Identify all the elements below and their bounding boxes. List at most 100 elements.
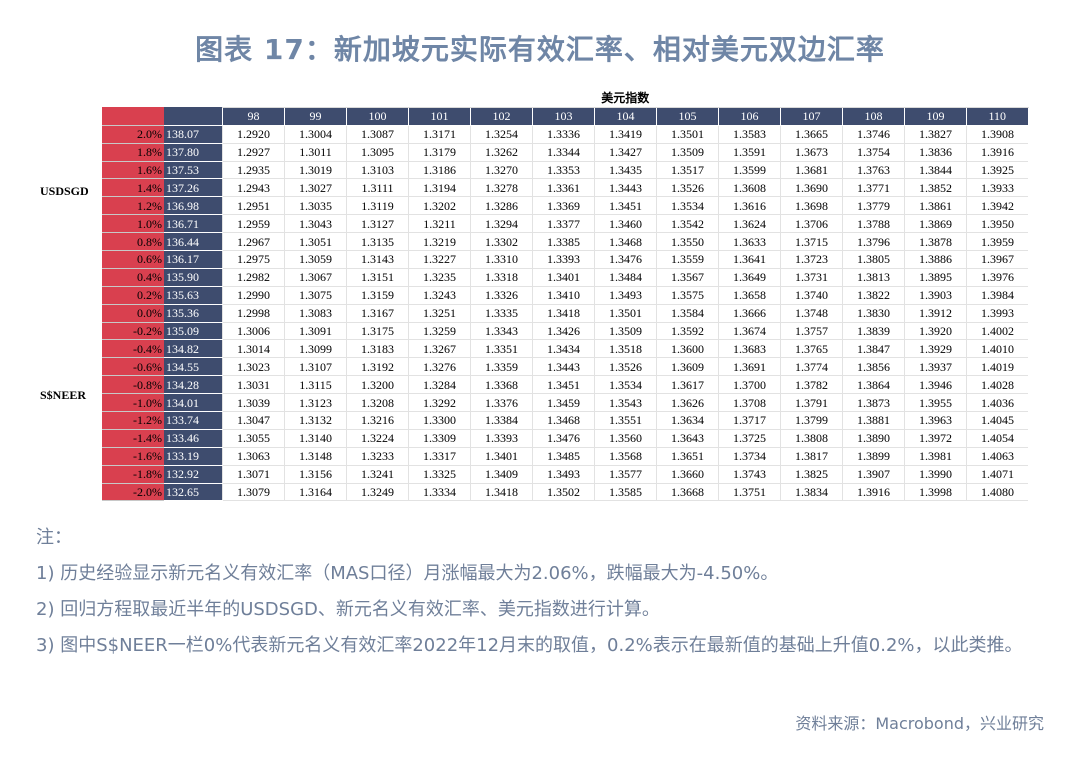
usdsgd-value-cell: 1.3493: [532, 465, 595, 484]
usdsgd-value-cell: 1.3567: [656, 268, 719, 287]
usdsgd-value-cell: 1.3194: [408, 178, 471, 198]
neer-change-cell: 1.2%: [102, 196, 164, 216]
usdsgd-value-cell: 1.3681: [780, 161, 843, 180]
usdsgd-value-cell: 1.3501: [656, 125, 719, 144]
usdsgd-value-cell: 1.3251: [408, 304, 471, 323]
neer-change-cell: 0.8%: [102, 232, 164, 252]
neer-change-cell: -0.6%: [102, 357, 164, 377]
dxy-column-header: 107: [780, 106, 843, 126]
table-row: 1.6% 137.53 1.2935 1.3019 1.3103 1.3186 1.3270…: [102, 161, 1028, 180]
table-row: 2.0% 138.07 1.2920 1.3004 1.3087 1.3171 1.3254…: [102, 125, 1028, 144]
usdsgd-value-cell: 1.3912: [904, 304, 967, 323]
neer-level-cell: 133.74: [164, 411, 223, 430]
usdsgd-value-cell: 1.3219: [408, 232, 471, 252]
usdsgd-value-cell: 1.3668: [656, 483, 719, 502]
usdsgd-value-cell: 1.3107: [284, 357, 347, 377]
table-row: 1.8% 137.80 1.2927 1.3011 1.3095 1.3179 1.3262…: [102, 143, 1028, 162]
usdsgd-value-cell: 1.3916: [966, 143, 1028, 162]
dxy-column-header: 108: [842, 106, 905, 126]
usdsgd-value-cell: 1.3788: [842, 214, 905, 234]
usdsgd-value-cell: 1.3774: [780, 357, 843, 377]
usdsgd-value-cell: 1.3869: [904, 214, 967, 234]
usdsgd-value-cell: 1.3224: [346, 429, 409, 448]
usdsgd-value-cell: 1.3095: [346, 143, 409, 162]
usdsgd-value-cell: 1.3451: [594, 196, 657, 216]
usdsgd-value-cell: 1.3591: [718, 143, 781, 162]
neer-change-cell: -1.4%: [102, 429, 164, 448]
usdsgd-value-cell: 1.3517: [656, 161, 719, 180]
table-row: -1.4% 133.46 1.3055 1.3140 1.3224 1.3309 1.339…: [102, 429, 1028, 448]
usdsgd-value-cell: 1.3717: [718, 411, 781, 430]
usdsgd-value-cell: 1.3087: [346, 125, 409, 144]
usdsgd-value-cell: 1.3286: [470, 196, 533, 216]
usdsgd-value-cell: 1.3278: [470, 178, 533, 198]
sensitivity-table: 美元指数 98 99 100 101 102 103 104 105 106 107 108 109 11…: [102, 90, 1029, 502]
neer-level-cell: 135.90: [164, 268, 223, 287]
usdsgd-value-cell: 1.3426: [532, 322, 595, 341]
usdsgd-value-cell: 1.3099: [284, 339, 347, 359]
table-row: 0.0% 135.36 1.2998 1.3083 1.3167 1.3251 1.3335…: [102, 304, 1028, 323]
usdsgd-value-cell: 1.2935: [222, 161, 285, 180]
usdsgd-value-cell: 1.3151: [346, 268, 409, 287]
usdsgd-value-cell: 1.3401: [470, 447, 533, 466]
source-text: 资料来源：Macrobond，兴业研究: [795, 714, 1044, 733]
neer-level-cell: 133.46: [164, 429, 223, 448]
usdsgd-value-cell: 1.3847: [842, 339, 905, 359]
usdsgd-value-cell: 1.3376: [470, 393, 533, 413]
usdsgd-value-cell: 1.3310: [470, 250, 533, 269]
neer-change-cell: 0.6%: [102, 250, 164, 269]
table-row: -1.2% 133.74 1.3047 1.3132 1.3216 1.3300 1.338…: [102, 411, 1028, 430]
usdsgd-value-cell: 1.3344: [532, 143, 595, 162]
usdsgd-value-cell: 1.3091: [284, 322, 347, 341]
usdsgd-value-cell: 1.3318: [470, 268, 533, 287]
table-row: -2.0% 132.65 1.3079 1.3164 1.3249 1.3334 1.341…: [102, 483, 1028, 502]
usdsgd-value-cell: 1.3660: [656, 465, 719, 484]
row-axis-label: S$NEER: [40, 388, 87, 402]
usdsgd-value-cell: 1.3534: [656, 196, 719, 216]
usdsgd-value-cell: 1.3249: [346, 483, 409, 502]
neer-level-cell: 137.26: [164, 178, 223, 198]
neer-change-cell: -2.0%: [102, 483, 164, 502]
usdsgd-value-cell: 1.3227: [408, 250, 471, 269]
usdsgd-value-cell: 1.3796: [842, 232, 905, 252]
table-row: 0.6% 136.17 1.2975 1.3059 1.3143 1.3227 1.3310…: [102, 250, 1028, 269]
usdsgd-value-cell: 1.3235: [408, 268, 471, 287]
usdsgd-value-cell: 1.3967: [966, 250, 1028, 269]
table-row: 1.2% 136.98 1.2951 1.3035 1.3119 1.3202 1.3286…: [102, 196, 1028, 216]
dxy-column-header: 110: [966, 106, 1029, 126]
usdsgd-value-cell: 1.3950: [966, 214, 1028, 234]
usdsgd-value-cell: 1.3294: [470, 214, 533, 234]
usdsgd-value-cell: 1.3817: [780, 447, 843, 466]
usdsgd-value-cell: 1.3200: [346, 375, 409, 395]
neer-level-cell: 132.92: [164, 465, 223, 484]
usdsgd-value-cell: 1.3075: [284, 286, 347, 305]
usdsgd-value-cell: 1.3706: [780, 214, 843, 234]
usdsgd-value-cell: 1.3895: [904, 268, 967, 287]
usdsgd-value-cell: 1.3179: [408, 143, 471, 162]
table-row: -0.2% 135.09 1.3006 1.3091 1.3175 1.3259 1.334…: [102, 322, 1028, 341]
usdsgd-value-cell: 1.3233: [346, 447, 409, 466]
usdsgd-value-cell: 1.3276: [408, 357, 471, 377]
usdsgd-value-cell: 1.3799: [780, 411, 843, 430]
usdsgd-value-cell: 1.2967: [222, 232, 285, 252]
usdsgd-value-cell: 1.4045: [966, 411, 1028, 430]
usdsgd-value-cell: 1.3300: [408, 411, 471, 430]
dxy-column-header: 109: [904, 106, 967, 126]
usdsgd-value-cell: 1.3731: [780, 268, 843, 287]
usdsgd-value-cell: 1.3262: [470, 143, 533, 162]
usdsgd-value-cell: 1.3335: [470, 304, 533, 323]
dxy-header-row: 98 99 100 101 102 103 104 105 106 107 108 109 110: [102, 106, 1029, 126]
dxy-column-header: 104: [594, 106, 657, 126]
usdsgd-value-cell: 1.3634: [656, 411, 719, 430]
usdsgd-value-cell: 1.3435: [594, 161, 657, 180]
usdsgd-value-cell: 1.3502: [532, 483, 595, 502]
usdsgd-value-cell: 1.3526: [594, 357, 657, 377]
table-row: 0.8% 136.44 1.2967 1.3051 1.3135 1.3219 1.3302…: [102, 232, 1028, 252]
usdsgd-value-cell: 1.3035: [284, 196, 347, 216]
usdsgd-value-cell: 1.2998: [222, 304, 285, 323]
usdsgd-value-cell: 1.3674: [718, 322, 781, 341]
usdsgd-value-cell: 1.3014: [222, 339, 285, 359]
usdsgd-value-cell: 1.3666: [718, 304, 781, 323]
usdsgd-value-cell: 1.3063: [222, 447, 285, 466]
neer-change-cell: 1.6%: [102, 161, 164, 180]
